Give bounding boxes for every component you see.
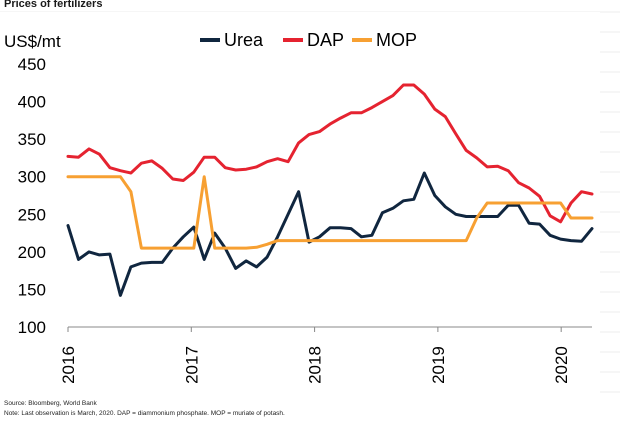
series-line-mop [66,175,594,250]
legend: Urea DAP MOP [200,30,417,50]
y-tick-label: 100 [18,318,46,337]
y-tick-label: 150 [18,280,46,299]
grid-lines [0,11,620,398]
y-tick-label: 300 [18,168,46,187]
y-axis-label: US$/mt [4,32,61,51]
x-tick-label: 2018 [306,346,325,384]
legend-label-urea: Urea [224,30,264,50]
chart-title: Prices of fertilizers [4,0,103,10]
x-tick-label: 2019 [429,346,448,384]
y-tick-label: 400 [18,93,46,112]
x-tick-label: 2017 [182,346,201,384]
series-line-urea [66,171,594,297]
y-tick-label: 450 [18,55,46,74]
x-tick-label: 2016 [59,346,78,384]
y-tick-label: 250 [18,205,46,224]
axes: 100 150 200 250 300 350 400 450 US$/mt 2016 2017 20… [4,32,592,384]
y-tick-label: 350 [18,130,46,149]
legend-label-dap: DAP [307,30,344,50]
series-line-dap [66,83,594,224]
plot-area [66,83,594,297]
legend-label-mop: MOP [376,30,417,50]
note-text: Note: Last observation is March, 2020. D… [4,410,285,417]
source-text: Source: Bloomberg, World Bank [4,400,97,407]
y-tick-label: 200 [18,243,46,262]
x-tick-label: 2020 [552,346,571,384]
